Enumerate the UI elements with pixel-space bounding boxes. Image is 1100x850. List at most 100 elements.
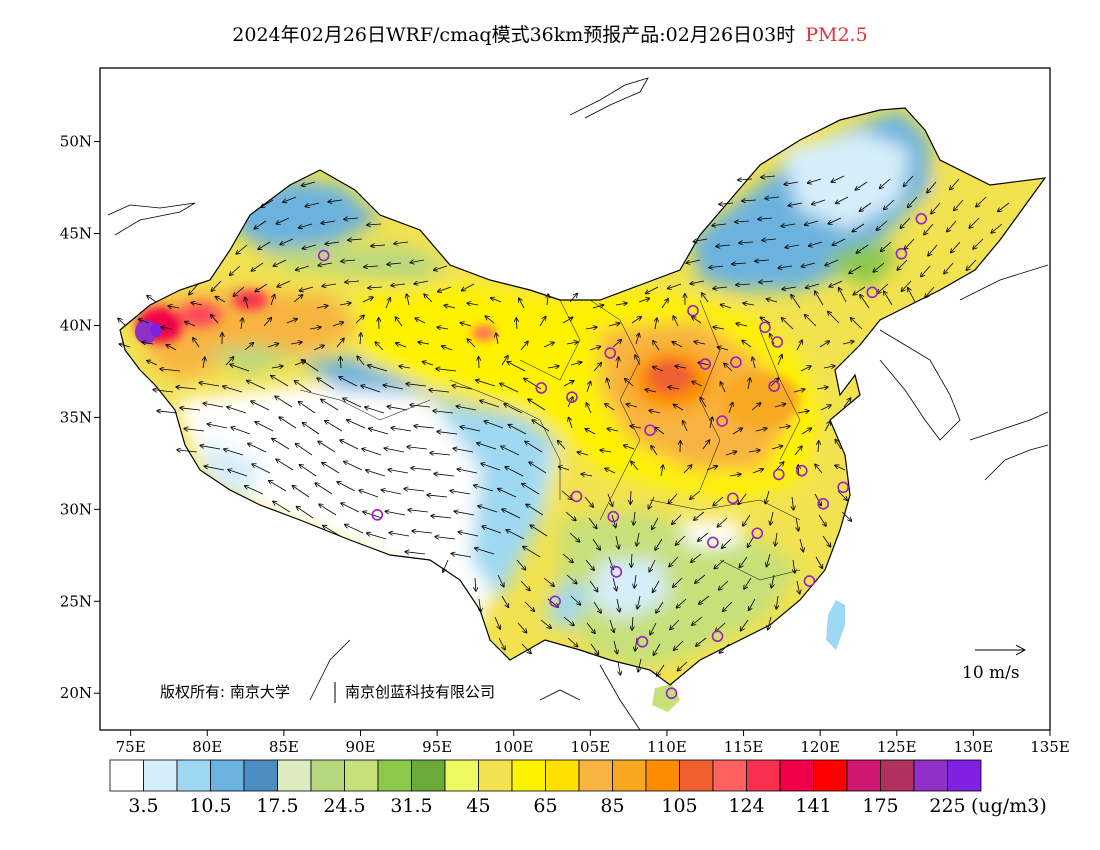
wind-arrow — [344, 461, 363, 471]
copyright-nanjing-university: 版权所有: 南京大学 — [160, 683, 290, 701]
wind-arrow — [635, 333, 639, 345]
wind-arrow — [410, 260, 425, 263]
wind-arrow — [860, 295, 870, 309]
wind-arrow — [252, 464, 271, 474]
lat-label: 35N — [60, 408, 92, 426]
colorbar-swatch — [109, 759, 144, 792]
wind-arrow — [407, 294, 409, 306]
wind-arrow — [561, 490, 572, 499]
wind-arrow — [796, 340, 802, 351]
wind-arrow — [709, 266, 724, 268]
city-station-marker — [644, 424, 656, 437]
wind-arrow — [799, 538, 803, 552]
wind-arrow — [189, 283, 199, 295]
city-station-marker — [707, 536, 719, 549]
wind-arrow — [944, 262, 954, 274]
wind-arrow — [836, 196, 849, 203]
wind-arrow — [296, 507, 314, 519]
wind-arrow — [558, 441, 566, 450]
wind-arrow — [444, 305, 456, 308]
wind-arrow — [368, 365, 388, 372]
wind-arrow — [694, 511, 705, 520]
wind-arrow — [309, 327, 321, 329]
city-station-marker — [895, 247, 908, 260]
wind-arrow — [160, 369, 181, 371]
wind-arrow — [530, 525, 548, 537]
wind-arrow — [755, 260, 770, 261]
wind-arrow — [475, 548, 495, 555]
wind-arrow — [475, 577, 476, 591]
wind-arrow — [592, 538, 600, 550]
wind-arrow — [368, 287, 383, 288]
city-station-marker — [803, 575, 816, 587]
wind-arrow — [501, 446, 520, 456]
wind-arrow — [193, 338, 200, 348]
wind-arrow — [567, 637, 578, 647]
wind-arrow — [520, 341, 528, 351]
wind-arrow — [673, 316, 679, 327]
wind-arrow — [565, 511, 576, 521]
wind-arrow — [668, 283, 682, 289]
city-station-marker — [730, 356, 742, 369]
wind-arrow — [577, 452, 589, 455]
wind-arrow — [759, 281, 774, 282]
wind-arrow — [497, 574, 504, 587]
wind-arrow — [794, 446, 802, 456]
wind-arrow — [645, 390, 657, 392]
wind-arrow — [814, 493, 821, 505]
colorbar-swatch — [645, 759, 680, 792]
wind-arrow — [562, 553, 573, 562]
wind-arrow — [491, 298, 502, 303]
wind-arrow — [661, 299, 668, 309]
wind-arrow — [500, 383, 519, 393]
wind-arrow — [991, 223, 1003, 233]
wind-arrow — [729, 474, 741, 476]
wind-arrow — [607, 493, 613, 506]
colorbar-swatch — [846, 759, 881, 792]
colorbar-label: 141 — [795, 795, 831, 817]
wind-arrow — [305, 202, 320, 206]
wind-arrow — [332, 322, 343, 327]
wind-arrow — [749, 598, 756, 610]
wind-arrow — [823, 366, 835, 368]
wind-arrow — [775, 532, 777, 546]
wind-arrow — [661, 465, 663, 477]
wind-arrow — [724, 363, 733, 372]
wind-arrow — [743, 514, 751, 526]
wind-arrow — [761, 176, 776, 177]
wind-arrow — [501, 595, 508, 607]
wind-arrow — [600, 450, 612, 452]
city-station-marker — [371, 509, 384, 521]
wind-arrow — [608, 556, 613, 569]
wind-arrow — [504, 404, 523, 414]
wind-arrow — [901, 280, 912, 291]
title-main: 2024年02月26日WRF/cmaq模式36km预报产品:02月26日03时 — [232, 24, 796, 46]
wind-arrow — [884, 291, 893, 306]
wind-arrow — [881, 241, 892, 251]
wind-arrow — [672, 514, 682, 524]
lon-label: 135E — [1030, 738, 1070, 756]
wind-arrow — [321, 221, 336, 223]
wind-arrow — [381, 490, 402, 495]
wind-arrow — [624, 445, 635, 450]
colorbar-label: 85 — [600, 795, 624, 817]
wind-arrow — [584, 496, 593, 507]
wind-arrow — [805, 315, 817, 327]
colorbar-label: 31.5 — [390, 795, 432, 817]
wind-arrow — [485, 316, 495, 324]
wind-arrow — [519, 298, 525, 309]
wind-arrow — [563, 616, 574, 625]
wind-arrow — [532, 420, 550, 432]
wind-arrow — [321, 399, 339, 411]
wind-arrow — [669, 556, 679, 566]
wind-arrow — [168, 306, 180, 308]
wind-arrow — [692, 317, 702, 324]
wind-arrow — [649, 559, 656, 572]
colorbar-label: 175 — [862, 795, 898, 817]
wind-arrow — [271, 376, 289, 387]
wind-arrow — [673, 577, 683, 587]
wind-arrow — [407, 447, 428, 449]
wind-arrow — [570, 595, 581, 605]
wind-arrow — [442, 346, 453, 351]
city-station-marker — [795, 464, 808, 477]
